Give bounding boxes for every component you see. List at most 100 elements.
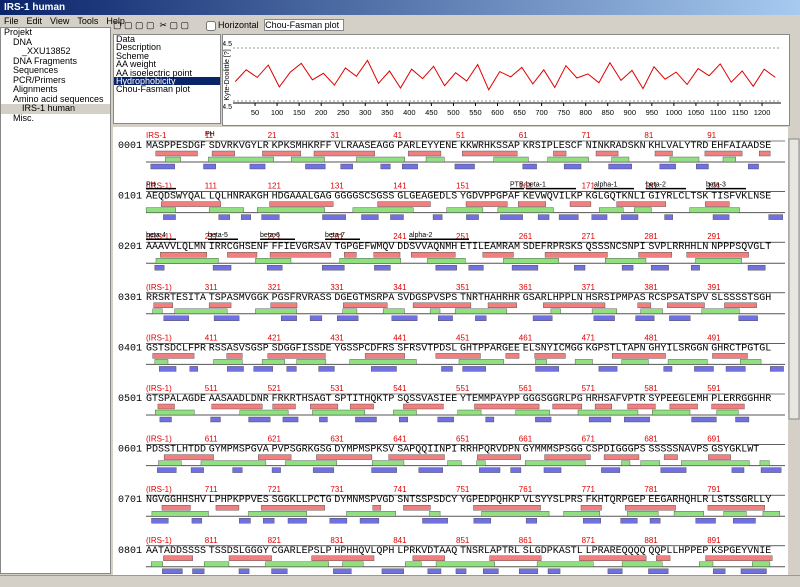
tree-item[interactable]: IRS-1 human	[1, 103, 110, 114]
structure-bar	[535, 416, 552, 423]
property-item[interactable]: AA isoelectric point	[116, 67, 193, 78]
structure-bar	[695, 257, 742, 264]
structure-bar	[427, 257, 466, 264]
structure-bar	[712, 353, 748, 359]
structure-bar	[425, 156, 445, 163]
sequence-block: AAAVVLQLMN	[146, 242, 206, 253]
plot-dropdown[interactable]: Chou-Fasman plot	[264, 19, 345, 31]
structure-bar	[408, 150, 442, 157]
sequence-block: VLRAASEAGG	[334, 141, 394, 152]
structure-bar	[312, 409, 366, 416]
tree-item[interactable]: DNA	[13, 36, 33, 47]
structure-bar	[731, 467, 745, 473]
structure-bar	[162, 568, 183, 574]
sequence-block: CSPDIGGGPS	[586, 445, 646, 456]
tree-item[interactable]: _XXU13852	[22, 46, 71, 56]
row-number: 0001	[118, 141, 142, 152]
menu-item[interactable]: Tools	[77, 16, 99, 26]
ruler-number: 621	[268, 435, 282, 444]
structure-bar	[344, 251, 357, 258]
structure-bar	[667, 302, 705, 309]
property-list: Data Description Scheme AA weight AA isoelec…	[113, 34, 221, 124]
ruler-number: 361	[519, 283, 533, 292]
structure-bar	[569, 201, 592, 207]
structure-bar	[768, 214, 783, 220]
tree-item[interactable]: Misc.	[13, 112, 34, 123]
structure-bar	[352, 207, 414, 213]
structure-bar	[285, 460, 338, 466]
menu-item[interactable]: Edit	[26, 16, 43, 26]
row-number: 0601	[118, 445, 142, 456]
structure-bar	[377, 201, 431, 207]
structure-bar	[511, 264, 539, 271]
menu-item[interactable]: File	[4, 16, 19, 26]
x-tick-label: 250	[337, 108, 350, 117]
horizontal-checkbox[interactable]	[205, 20, 216, 31]
structure-bar	[711, 403, 745, 410]
structure-bar	[691, 264, 700, 271]
ruler-number: 291	[707, 232, 721, 241]
sequence-block: TGPGEFWMQV	[334, 242, 394, 253]
structure-bar	[412, 555, 445, 561]
structure-bar	[493, 156, 529, 163]
ruler-number: 711	[205, 485, 218, 494]
structure-bar	[160, 251, 207, 258]
sequence-block: GSYGKLWT	[711, 445, 759, 456]
structure-bar	[547, 568, 561, 574]
property-item[interactable]: Hydrophobicity	[114, 76, 220, 86]
structure-bar	[649, 518, 661, 524]
structure-bar	[269, 251, 332, 258]
structure-bar	[388, 454, 445, 460]
tree-item[interactable]: PCR/Primers	[13, 74, 66, 85]
structure-bar	[650, 264, 669, 271]
tree-item[interactable]: Alignments	[13, 84, 58, 94]
x-tick-label: 700	[535, 108, 548, 117]
structure-bar	[213, 315, 240, 322]
sequence-block: SPTITHQKTP	[334, 394, 394, 405]
sequence-block: TISFVKLNSE	[711, 192, 771, 203]
structure-bar	[544, 251, 608, 258]
domain-label: PH	[146, 182, 156, 189]
row-label: (IRS-1)	[146, 384, 172, 393]
ruler-number: 31	[330, 131, 339, 140]
row-label: (IRS-1)	[146, 232, 172, 241]
structure-bar	[343, 302, 388, 309]
domain-label: beta-3	[706, 182, 726, 189]
property-item[interactable]: Scheme	[116, 50, 150, 61]
structure-bar	[155, 150, 198, 157]
ruler-number: 241	[393, 232, 407, 241]
structure-bar	[427, 568, 442, 574]
ruler-number: 351	[456, 283, 470, 292]
ruler-number: 411	[205, 333, 218, 342]
structure-bar	[163, 555, 193, 561]
x-tick-label: 1150	[732, 108, 748, 117]
ruler-number: 11	[205, 131, 214, 140]
sequence-block: PLERRGGHHR	[711, 394, 771, 405]
x-tick-label: 450	[425, 108, 438, 117]
scroll-thumb[interactable]	[788, 138, 800, 420]
tree-item[interactable]: Sequences	[13, 65, 59, 75]
ruler-number: 121	[268, 182, 282, 191]
structure-bar	[518, 201, 546, 207]
structure-bar	[329, 518, 348, 524]
sequence-block: PDSSTLHTDD	[146, 445, 206, 456]
tree-item[interactable]: DNA Fragments	[13, 55, 78, 66]
tree-item[interactable]: Amino acid sequences	[13, 93, 104, 104]
x-tick-label: 650	[513, 108, 526, 117]
property-item[interactable]: Data	[116, 34, 136, 44]
ruler-number: 571	[582, 384, 596, 393]
property-item[interactable]: Chou-Fasman plot	[116, 84, 191, 95]
sequence-block: KSPGEYVNIE	[711, 546, 771, 557]
structure-bar	[313, 150, 375, 157]
menu-item[interactable]: View	[50, 16, 70, 26]
property-item[interactable]: Description	[116, 42, 162, 53]
menu-item[interactable]: Help	[106, 16, 125, 26]
tree-item[interactable]: Projekt	[4, 27, 33, 37]
sequence-block: EHFAIAADSE	[711, 141, 771, 152]
structure-bar	[621, 460, 631, 466]
structure-bar	[605, 257, 647, 264]
structure-bar	[477, 454, 521, 460]
sequence-block: SLGDPKASTL	[523, 546, 583, 557]
ruler-number: 191	[707, 182, 721, 191]
property-item[interactable]: AA weight	[116, 59, 157, 70]
